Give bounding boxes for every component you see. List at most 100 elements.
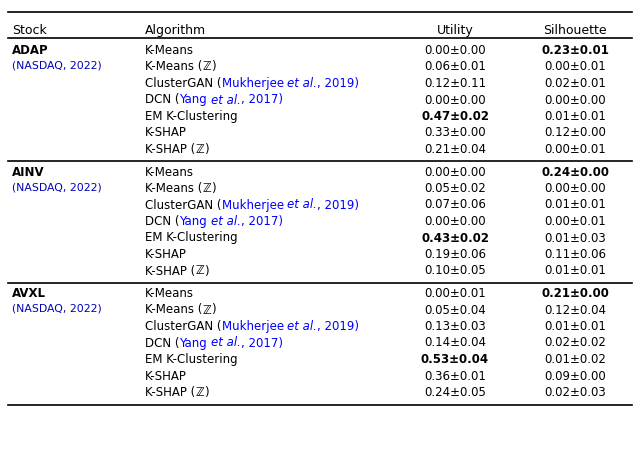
Text: (NASDAQ, 2022): (NASDAQ, 2022) <box>12 60 102 71</box>
Text: 0.24±0.05: 0.24±0.05 <box>424 386 486 399</box>
Text: , 2017): , 2017) <box>241 337 283 349</box>
Text: Mukherjee: Mukherjee <box>221 199 287 212</box>
Text: 0.19±0.06: 0.19±0.06 <box>424 248 486 261</box>
Text: K-SHAP (: K-SHAP ( <box>145 265 195 278</box>
Text: Silhouette: Silhouette <box>543 24 607 37</box>
Text: 0.00±0.01: 0.00±0.01 <box>544 143 606 156</box>
Text: ): ) <box>204 386 209 399</box>
Text: K-SHAP (: K-SHAP ( <box>145 143 195 156</box>
Text: Stock: Stock <box>12 24 47 37</box>
Text: 0.02±0.03: 0.02±0.03 <box>544 386 606 399</box>
Text: et al.: et al. <box>287 320 317 333</box>
Text: 0.02±0.01: 0.02±0.01 <box>544 77 606 90</box>
Text: ClusterGAN (: ClusterGAN ( <box>145 77 221 90</box>
Text: DCN (: DCN ( <box>145 215 179 228</box>
Text: 0.00±0.00: 0.00±0.00 <box>544 94 606 106</box>
Text: , 2019): , 2019) <box>317 199 359 212</box>
Text: K-Means: K-Means <box>145 165 194 178</box>
Text: 0.24±0.00: 0.24±0.00 <box>541 165 609 178</box>
Text: Utility: Utility <box>436 24 474 37</box>
Text: (NASDAQ, 2022): (NASDAQ, 2022) <box>12 303 102 313</box>
Text: 0.14±0.04: 0.14±0.04 <box>424 337 486 349</box>
Text: 0.07±0.06: 0.07±0.06 <box>424 199 486 212</box>
Text: K-SHAP (: K-SHAP ( <box>145 386 195 399</box>
Text: 0.05±0.04: 0.05±0.04 <box>424 303 486 317</box>
Text: ℤ: ℤ <box>195 143 204 156</box>
Text: et al.: et al. <box>211 215 241 228</box>
Text: 0.01±0.01: 0.01±0.01 <box>544 110 606 123</box>
Text: Mukherjee: Mukherjee <box>221 77 287 90</box>
Text: K-Means (: K-Means ( <box>145 60 202 73</box>
Text: 0.01±0.03: 0.01±0.03 <box>544 231 606 244</box>
Text: ℤ: ℤ <box>202 303 211 317</box>
Text: DCN (: DCN ( <box>145 337 179 349</box>
Text: ): ) <box>211 182 216 195</box>
Text: (NASDAQ, 2022): (NASDAQ, 2022) <box>12 182 102 192</box>
Text: 0.01±0.01: 0.01±0.01 <box>544 199 606 212</box>
Text: AINV: AINV <box>12 165 45 178</box>
Text: K-Means (: K-Means ( <box>145 182 202 195</box>
Text: Yang: Yang <box>179 337 211 349</box>
Text: 0.01±0.02: 0.01±0.02 <box>544 353 606 366</box>
Text: et al.: et al. <box>211 337 241 349</box>
Text: ℤ: ℤ <box>195 265 204 278</box>
Text: 0.00±0.00: 0.00±0.00 <box>424 215 486 228</box>
Text: ClusterGAN (: ClusterGAN ( <box>145 199 221 212</box>
Text: K-SHAP: K-SHAP <box>145 370 187 383</box>
Text: K-Means: K-Means <box>145 287 194 300</box>
Text: ): ) <box>211 303 216 317</box>
Text: 0.12±0.04: 0.12±0.04 <box>544 303 606 317</box>
Text: 0.00±0.00: 0.00±0.00 <box>424 94 486 106</box>
Text: ): ) <box>204 143 209 156</box>
Text: 0.11±0.06: 0.11±0.06 <box>544 248 606 261</box>
Text: 0.00±0.00: 0.00±0.00 <box>544 182 606 195</box>
Text: , 2017): , 2017) <box>241 94 283 106</box>
Text: et al.: et al. <box>287 77 317 90</box>
Text: EM K-Clustering: EM K-Clustering <box>145 231 237 244</box>
Text: 0.33±0.00: 0.33±0.00 <box>424 126 486 140</box>
Text: DCN (: DCN ( <box>145 94 179 106</box>
Text: 0.47±0.02: 0.47±0.02 <box>421 110 489 123</box>
Text: 0.00±0.01: 0.00±0.01 <box>544 215 606 228</box>
Text: AVXL: AVXL <box>12 287 46 300</box>
Text: 0.36±0.01: 0.36±0.01 <box>424 370 486 383</box>
Text: Yang: Yang <box>179 94 211 106</box>
Text: 0.21±0.00: 0.21±0.00 <box>541 287 609 300</box>
Text: ℤ: ℤ <box>202 60 211 73</box>
Text: 0.01±0.01: 0.01±0.01 <box>544 265 606 278</box>
Text: EM K-Clustering: EM K-Clustering <box>145 110 237 123</box>
Text: K-Means (: K-Means ( <box>145 303 202 317</box>
Text: 0.43±0.02: 0.43±0.02 <box>421 231 489 244</box>
Text: K-Means: K-Means <box>145 44 194 57</box>
Text: ADAP: ADAP <box>12 44 49 57</box>
Text: Algorithm: Algorithm <box>145 24 206 37</box>
Text: , 2019): , 2019) <box>317 77 359 90</box>
Text: EM K-Clustering: EM K-Clustering <box>145 353 237 366</box>
Text: et al.: et al. <box>287 199 317 212</box>
Text: K-SHAP: K-SHAP <box>145 126 187 140</box>
Text: ): ) <box>204 265 209 278</box>
Text: Mukherjee: Mukherjee <box>221 320 287 333</box>
Text: 0.23±0.01: 0.23±0.01 <box>541 44 609 57</box>
Text: et al.: et al. <box>211 94 241 106</box>
Text: 0.00±0.00: 0.00±0.00 <box>424 44 486 57</box>
Text: 0.10±0.05: 0.10±0.05 <box>424 265 486 278</box>
Text: K-SHAP: K-SHAP <box>145 248 187 261</box>
Text: , 2019): , 2019) <box>317 320 359 333</box>
Text: ): ) <box>211 60 216 73</box>
Text: 0.21±0.04: 0.21±0.04 <box>424 143 486 156</box>
Text: ℤ: ℤ <box>195 386 204 399</box>
Text: 0.13±0.03: 0.13±0.03 <box>424 320 486 333</box>
Text: 0.00±0.01: 0.00±0.01 <box>544 60 606 73</box>
Text: 0.05±0.02: 0.05±0.02 <box>424 182 486 195</box>
Text: 0.00±0.00: 0.00±0.00 <box>424 165 486 178</box>
Text: 0.12±0.00: 0.12±0.00 <box>544 126 606 140</box>
Text: , 2017): , 2017) <box>241 215 283 228</box>
Text: 0.09±0.00: 0.09±0.00 <box>544 370 606 383</box>
Text: Yang: Yang <box>179 215 211 228</box>
Text: 0.00±0.01: 0.00±0.01 <box>424 287 486 300</box>
Text: ℤ: ℤ <box>202 182 211 195</box>
Text: ClusterGAN (: ClusterGAN ( <box>145 320 221 333</box>
Text: 0.02±0.02: 0.02±0.02 <box>544 337 606 349</box>
Text: 0.01±0.01: 0.01±0.01 <box>544 320 606 333</box>
